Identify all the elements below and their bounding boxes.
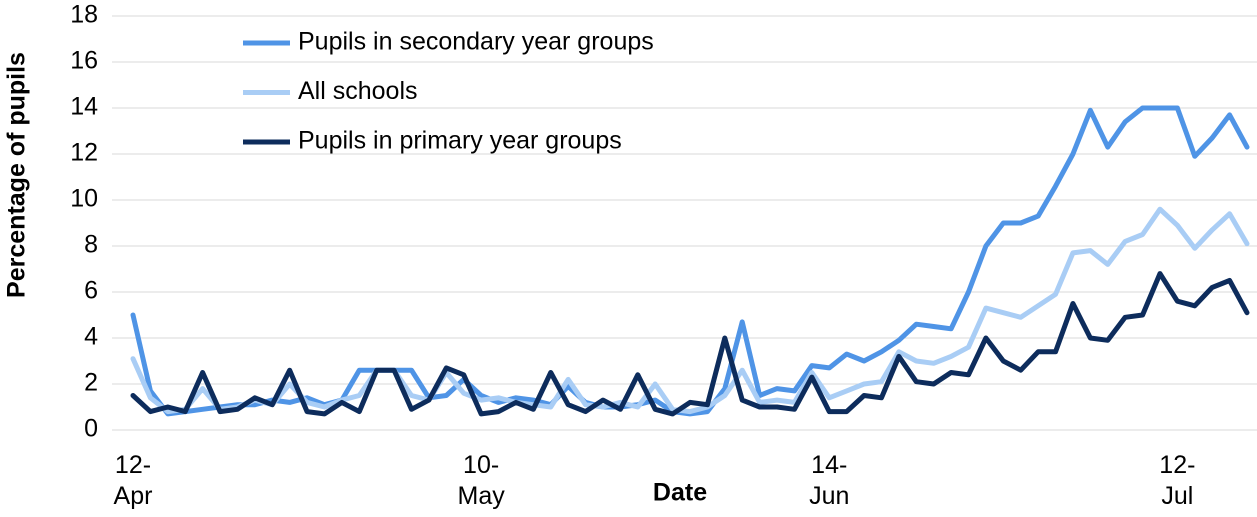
x-tick-label: 10-May [458, 451, 506, 510]
y-tick-label: 0 [84, 415, 98, 443]
y-tick-label: 8 [84, 231, 98, 259]
y-axis-title: Percentage of pupils [3, 52, 31, 298]
x-tick-label: 14-Jun [809, 451, 849, 510]
y-tick-label: 12 [70, 139, 98, 167]
legend-label: Pupils in secondary year groups [298, 28, 654, 56]
legend-label: All schools [298, 77, 418, 105]
legend-label: Pupils in primary year groups [298, 127, 622, 155]
x-tick-label: 12-Apr [114, 451, 153, 510]
y-tick-label: 18 [70, 1, 98, 29]
y-tick-label: 14 [70, 93, 98, 121]
x-axis-title: Date [653, 479, 707, 507]
y-tick-label: 4 [84, 323, 98, 351]
y-tick-label: 10 [70, 185, 98, 213]
x-tick-label: 12-Jul [1159, 451, 1195, 510]
series-line [130, 206, 1250, 415]
series-line [130, 271, 1250, 417]
y-tick-label: 6 [84, 277, 98, 305]
y-tick-label: 2 [84, 369, 98, 397]
y-tick-label: 16 [70, 47, 98, 75]
